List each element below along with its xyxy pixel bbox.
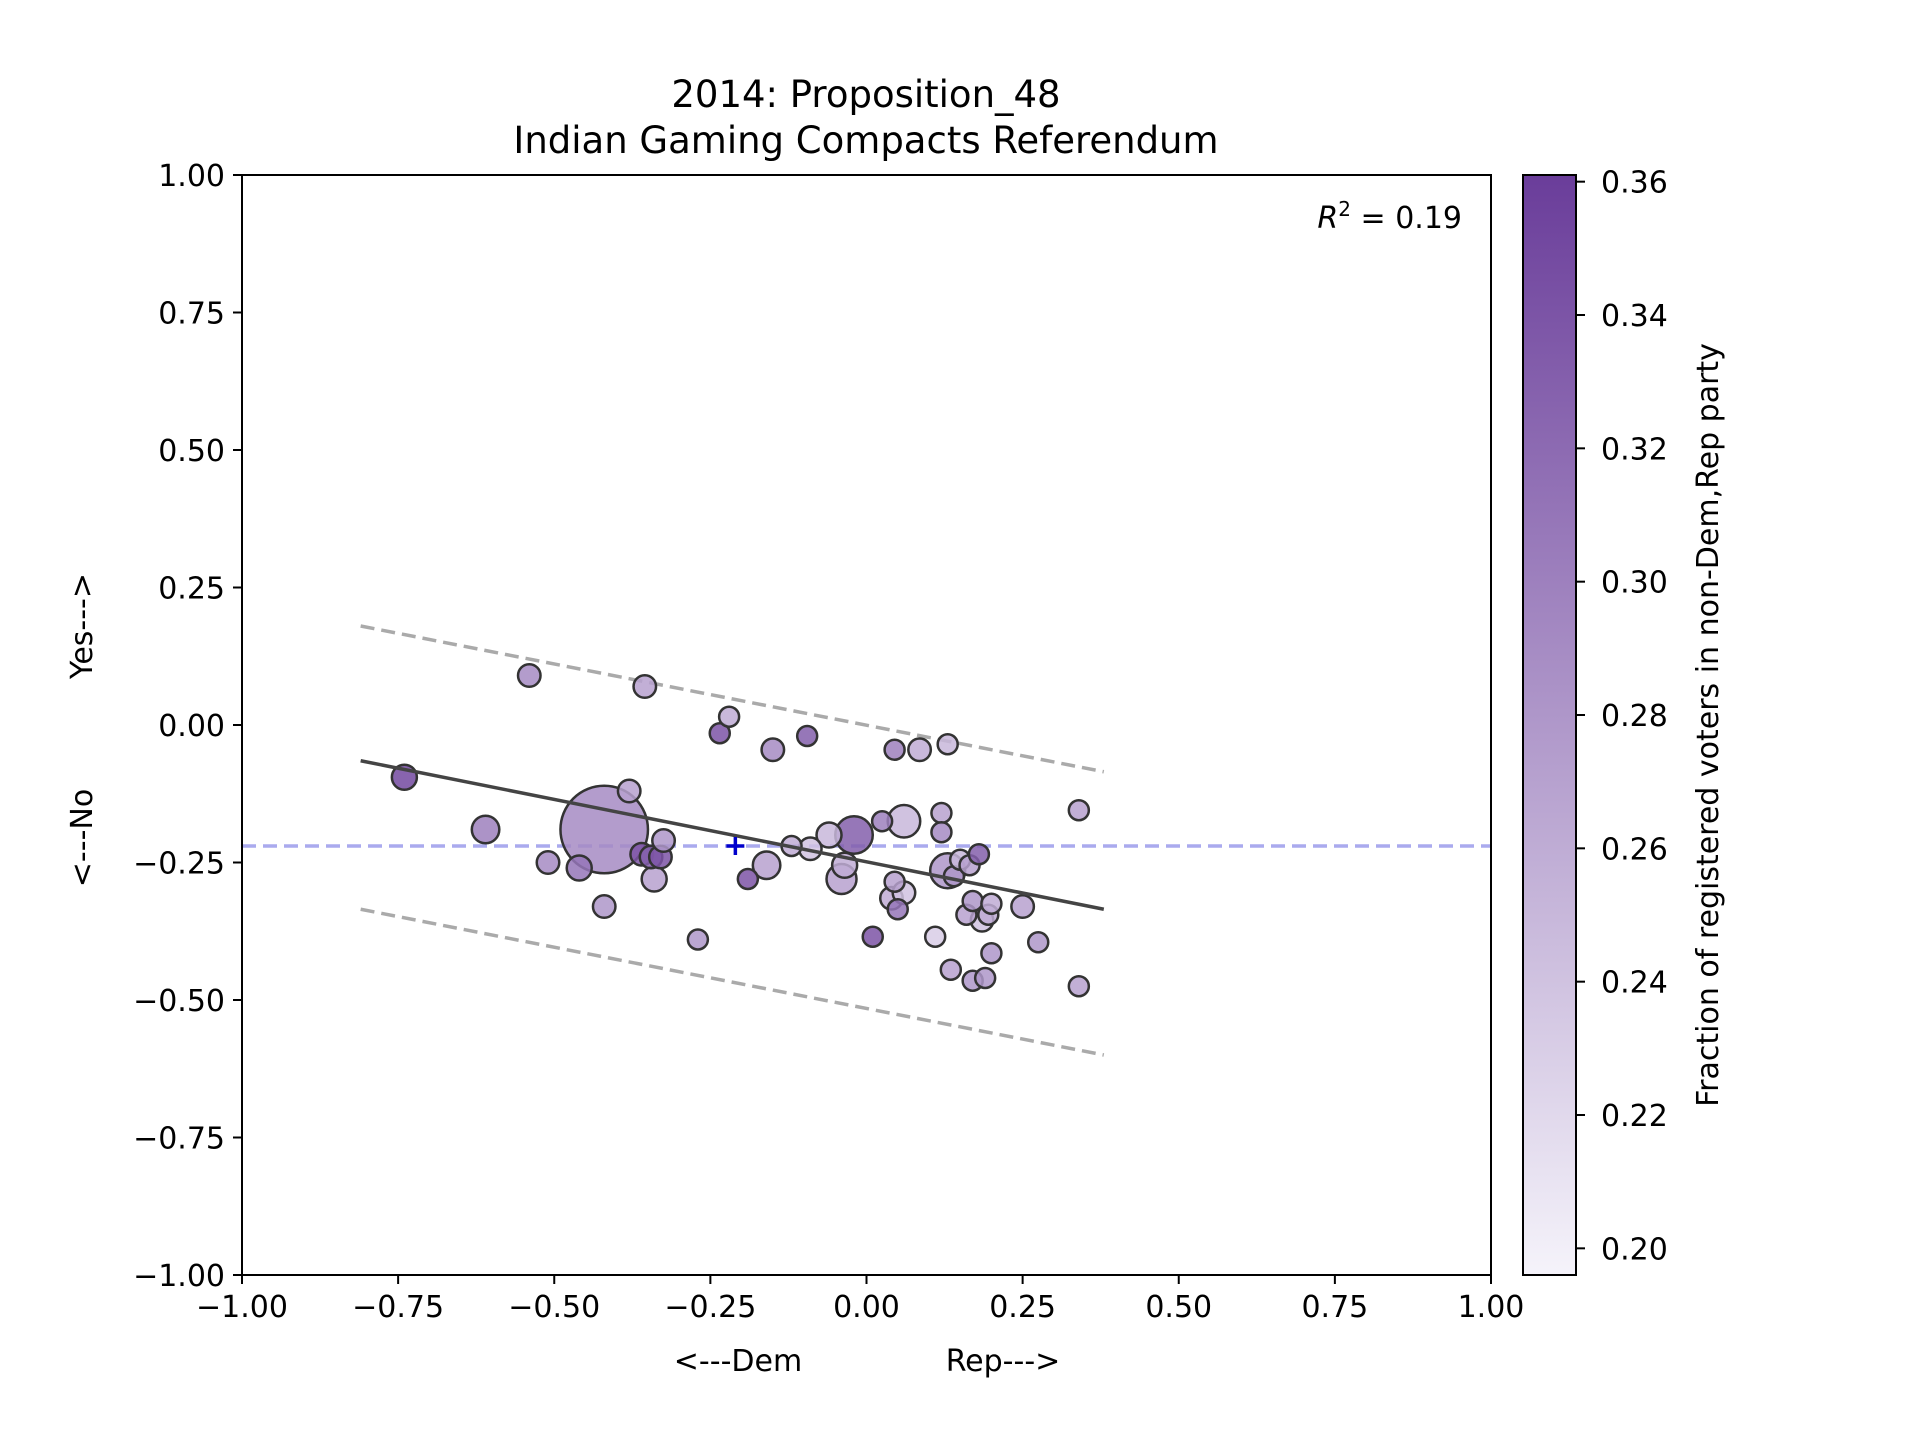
data-point	[1026, 931, 1050, 954]
x-axis-label-dem: <---Dem	[674, 1344, 802, 1379]
data-point	[651, 828, 677, 853]
colorbar-tick-label: 0.22	[1601, 1099, 1668, 1134]
colorbar-tick-label: 0.30	[1601, 566, 1668, 601]
data-point	[907, 737, 933, 763]
y-tick-label: 0.00	[158, 709, 225, 744]
data-point	[717, 705, 741, 728]
data-point	[939, 958, 963, 981]
data-point	[795, 724, 819, 748]
mean-marker	[726, 837, 745, 855]
data-point	[1067, 975, 1091, 998]
colorbar-tick-label: 0.28	[1601, 699, 1668, 734]
data-point	[980, 942, 1003, 965]
data-point	[736, 867, 760, 891]
colorbar-tick-label: 0.34	[1601, 299, 1668, 334]
data-point	[516, 663, 542, 688]
x-tick-label: 0.25	[989, 1290, 1056, 1325]
data-point	[930, 821, 953, 844]
r-squared-value: = 0.19	[1351, 201, 1462, 236]
data-point	[967, 843, 991, 866]
y-tick-label: 0.75	[158, 297, 225, 332]
x-tick-label: 0.50	[1145, 1290, 1212, 1325]
y-tick-label: −0.50	[133, 984, 225, 1019]
y-tick-label: −0.75	[133, 1122, 225, 1157]
data-point	[640, 865, 668, 893]
data-point	[708, 722, 731, 745]
x-axis-label-rep: Rep--->	[946, 1344, 1061, 1379]
r-squared-symbol: R	[1317, 201, 1338, 236]
data-point	[923, 925, 947, 948]
data-point	[760, 737, 786, 763]
chart-title-line2: Indian Gaming Compacts Referendum	[513, 119, 1218, 162]
colorbar-tick-label: 0.20	[1601, 1232, 1668, 1267]
data-point	[870, 810, 894, 833]
data-point	[591, 894, 617, 919]
colorbar-tick-label: 0.32	[1601, 432, 1668, 467]
y-tick-label: 0.50	[158, 434, 225, 469]
data-point	[1067, 799, 1091, 822]
colorbar	[1522, 174, 1577, 1276]
x-tick-label: −0.75	[352, 1290, 444, 1325]
data-point	[973, 966, 997, 990]
y-axis-label-no: <---No	[65, 789, 100, 887]
data-point	[632, 674, 658, 699]
lower-prediction-band	[360, 907, 1105, 1057]
data-point	[936, 733, 959, 756]
upper-prediction-band	[360, 624, 1105, 774]
data-point	[616, 778, 642, 804]
x-tick-label: 0.75	[1301, 1290, 1368, 1325]
data-point	[559, 784, 650, 875]
y-tick-label: −0.25	[133, 847, 225, 882]
data-point	[535, 850, 561, 875]
x-tick-label: −1.00	[196, 1290, 288, 1325]
data-point	[980, 892, 1003, 915]
x-axis: −1.00 −0.75 −0.50 −0.25 0.00 0.25 0.50 0.75 1.00	[196, 1275, 1524, 1325]
y-axis: −1.00 −0.75 −0.50 −0.25 0.00 0.25 0.50 0.75 1.00	[133, 159, 242, 1294]
colorbar-tick-label: 0.24	[1601, 966, 1668, 1001]
data-point	[883, 738, 906, 761]
data-point	[883, 870, 906, 893]
colorbar-label: Fraction of registered voters in non-Dem…	[1691, 343, 1726, 1107]
chart-title-line1: 2014: Proposition_48	[671, 73, 1060, 116]
data-point	[470, 814, 501, 845]
data-point	[861, 925, 884, 948]
x-tick-label: 1.00	[1458, 1290, 1525, 1325]
y-tick-label: −1.00	[133, 1259, 225, 1294]
data-point	[886, 898, 909, 921]
colorbar-tick-label: 0.36	[1601, 166, 1668, 201]
plot-area	[242, 624, 1491, 1057]
regression-line	[360, 759, 1105, 911]
data-point	[815, 821, 843, 849]
r-squared-annotation: R2 = 0.19	[1317, 197, 1462, 236]
data-point	[751, 850, 782, 881]
data-point	[930, 801, 953, 825]
colorbar-ticks: 0.20 0.22 0.24 0.26 0.28 0.30 0.32 0.34 0.36	[1576, 166, 1668, 1267]
data-point	[1010, 894, 1036, 919]
r-squared-exponent: 2	[1338, 197, 1351, 221]
y-tick-label: 1.00	[158, 159, 225, 194]
x-tick-label: −0.50	[508, 1290, 600, 1325]
y-axis-label-yes: Yes--->	[65, 573, 100, 680]
y-tick-label: 0.25	[158, 572, 225, 607]
colorbar-tick-label: 0.26	[1601, 832, 1668, 867]
data-point	[686, 928, 710, 951]
x-tick-label: −0.25	[664, 1290, 756, 1325]
data-point	[565, 854, 593, 882]
x-tick-label: 0.00	[833, 1290, 900, 1325]
